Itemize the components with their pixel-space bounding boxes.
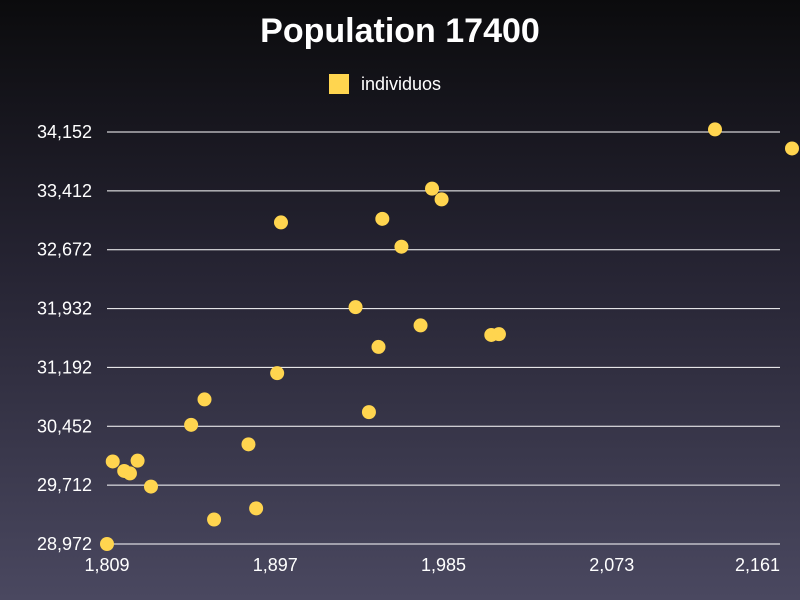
grid-lines — [107, 131, 780, 545]
x-axis-ticks: 1,809 1,897 1,985 2,073 2,161 — [84, 555, 780, 575]
data-point — [273, 215, 288, 230]
y-tick-label: 34,152 — [37, 122, 92, 142]
data-point — [100, 537, 114, 551]
y-axis-ticks: 34,152 33,412 32,672 31,932 31,192 30,452 29,7… — [37, 122, 92, 554]
data-point — [270, 366, 285, 381]
data-point — [491, 327, 506, 342]
y-tick-label: 33,412 — [37, 181, 92, 201]
chart-title: Population 17400 — [260, 12, 540, 50]
y-tick-label: 31,932 — [37, 299, 92, 319]
data-point — [249, 501, 264, 516]
data-point — [143, 479, 158, 494]
data-points — [100, 122, 799, 551]
legend-label: individuos — [361, 73, 442, 94]
x-tick-label: 2,161 — [735, 555, 780, 575]
data-point — [361, 405, 376, 420]
data-point — [207, 512, 222, 527]
data-point — [785, 141, 799, 156]
x-tick-label: 1,985 — [421, 555, 466, 575]
y-tick-label: 31,192 — [37, 357, 92, 377]
data-point — [130, 453, 145, 468]
data-point — [375, 211, 390, 226]
data-point — [122, 466, 137, 481]
data-point — [707, 122, 722, 137]
y-tick-label: 30,452 — [37, 416, 92, 436]
data-point — [348, 300, 363, 315]
legend-swatch — [329, 74, 349, 94]
y-tick-label: 32,672 — [37, 240, 92, 260]
data-point — [413, 318, 428, 333]
data-point — [197, 392, 212, 407]
data-point — [184, 417, 199, 432]
y-tick-label: 29,712 — [37, 475, 92, 495]
x-tick-label: 2,073 — [589, 555, 634, 575]
data-point — [371, 339, 386, 354]
x-tick-label: 1,897 — [253, 555, 298, 575]
data-point — [394, 239, 409, 254]
legend: individuos — [329, 72, 441, 96]
data-point — [434, 192, 449, 207]
data-point — [241, 437, 256, 452]
x-tick-label: 1,809 — [84, 555, 129, 575]
data-point — [105, 454, 120, 469]
y-tick-label: 28,972 — [37, 534, 92, 554]
data-point — [425, 181, 440, 196]
